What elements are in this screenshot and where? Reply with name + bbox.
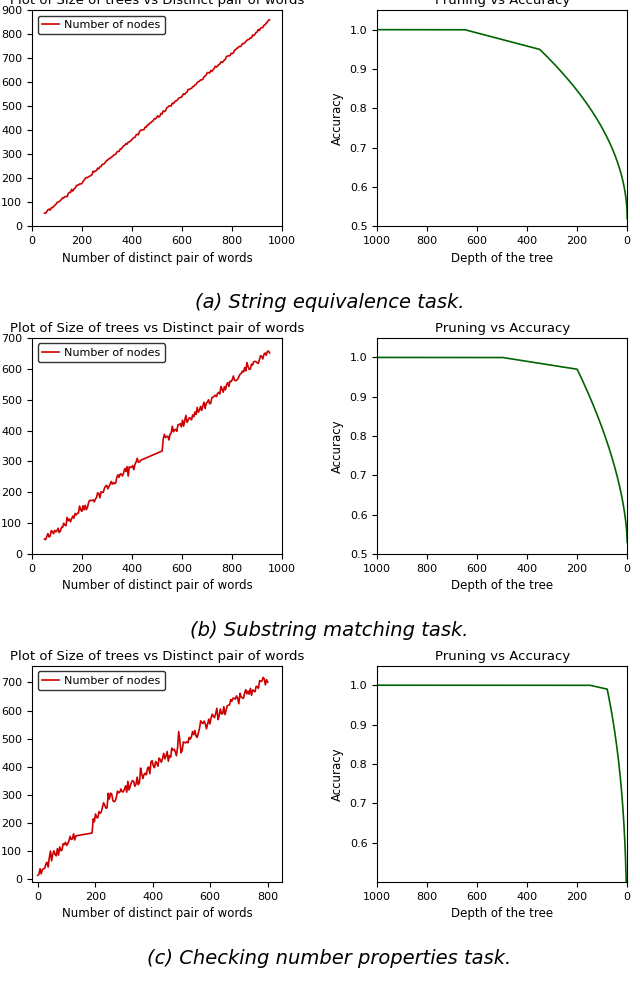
Text: (a) String equivalence task.: (a) String equivalence task. <box>195 293 465 312</box>
Legend: Number of nodes: Number of nodes <box>38 344 165 363</box>
Text: (c) Checking number properties task.: (c) Checking number properties task. <box>147 949 512 968</box>
Title: Pruning vs Accuracy: Pruning vs Accuracy <box>435 650 570 663</box>
Legend: Number of nodes: Number of nodes <box>38 16 165 34</box>
Title: Plot of Size of trees vs Distinct pair of words: Plot of Size of trees vs Distinct pair o… <box>10 0 304 7</box>
X-axis label: Depth of the tree: Depth of the tree <box>451 252 553 265</box>
X-axis label: Number of distinct pair of words: Number of distinct pair of words <box>61 579 252 592</box>
X-axis label: Depth of the tree: Depth of the tree <box>451 579 553 592</box>
X-axis label: Depth of the tree: Depth of the tree <box>451 907 553 920</box>
Title: Pruning vs Accuracy: Pruning vs Accuracy <box>435 323 570 336</box>
Legend: Number of nodes: Number of nodes <box>38 671 165 690</box>
X-axis label: Number of distinct pair of words: Number of distinct pair of words <box>61 907 252 920</box>
Text: (b) Substring matching task.: (b) Substring matching task. <box>190 621 469 640</box>
Title: Plot of Size of trees vs Distinct pair of words: Plot of Size of trees vs Distinct pair o… <box>10 323 304 336</box>
Title: Pruning vs Accuracy: Pruning vs Accuracy <box>435 0 570 7</box>
Title: Plot of Size of trees vs Distinct pair of words: Plot of Size of trees vs Distinct pair o… <box>10 650 304 663</box>
Y-axis label: Accuracy: Accuracy <box>331 747 344 800</box>
X-axis label: Number of distinct pair of words: Number of distinct pair of words <box>61 252 252 265</box>
Y-axis label: Accuracy: Accuracy <box>331 420 344 473</box>
Y-axis label: Accuracy: Accuracy <box>331 91 344 145</box>
